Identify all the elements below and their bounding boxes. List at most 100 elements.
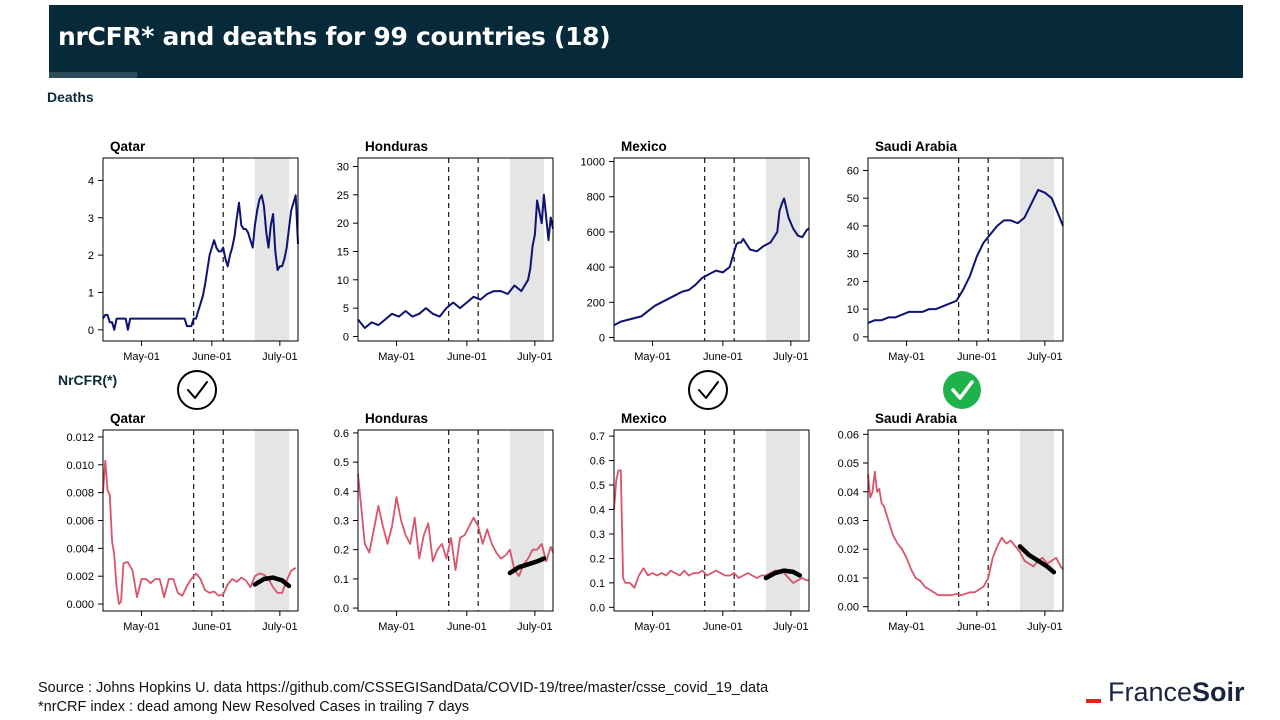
deaths-line — [867, 188, 1064, 324]
x-tick-label: June-01 — [957, 351, 997, 363]
y-tick-label: 0.7 — [590, 431, 605, 443]
x-tick-label: July-01 — [1027, 351, 1062, 363]
x-tick-label: June-01 — [703, 351, 743, 363]
chart-title: Qatar — [110, 411, 146, 426]
y-tick-label: 0 — [88, 325, 94, 337]
x-tick-label: June-01 — [447, 621, 487, 633]
title-accent-bar — [49, 72, 137, 78]
y-tick-label: 30 — [847, 249, 859, 261]
y-tick-label: 0.6 — [590, 456, 605, 468]
trend-fit-line — [763, 568, 803, 581]
shaded-window — [254, 158, 289, 341]
y-tick-label: 20 — [847, 276, 859, 288]
chart-deaths-honduras: Honduras 0 5 10 15 20 25 30 May-01 June-01 July-01 — [337, 139, 554, 363]
logo-text-soir: Soir — [1192, 677, 1245, 707]
y-tick-label: 50 — [847, 193, 859, 205]
y-tick-label: 800 — [587, 192, 605, 204]
deaths-line — [357, 193, 554, 329]
chart-deaths-mexico: Mexico 0 200 400 600 800 1000 May-01 June-01 July… — [581, 139, 810, 363]
check-circle-icon — [688, 370, 728, 410]
y-tick-label: 0.3 — [334, 516, 349, 528]
logo-dash — [1086, 699, 1101, 703]
y-tick-label: 0.5 — [590, 480, 605, 492]
chart-nrcfr-mexico: Mexico 0.0 0.1 0.2 0.3 0.4 0.5 0.6 0.7 May-01 June… — [590, 411, 810, 633]
y-tick-label: 200 — [587, 297, 605, 309]
y-tick-label: 0.5 — [334, 457, 349, 469]
x-tick-label: May-01 — [888, 351, 925, 363]
plot-frame — [357, 157, 554, 342]
y-tick-label: 0.4 — [334, 486, 349, 498]
y-tick-label: 0 — [853, 332, 859, 344]
chart-title: Mexico — [621, 139, 667, 154]
y-tick-label: 0.0 — [590, 602, 605, 614]
y-tick-label: 25 — [337, 190, 349, 202]
y-tick-label: 60 — [847, 165, 859, 177]
x-tick-label: July-01 — [517, 351, 552, 363]
x-tick-label: July-01 — [262, 621, 297, 633]
y-tick-label: 0.04 — [838, 487, 859, 499]
shaded-window — [1019, 158, 1054, 341]
nrcfr-definition-note: *nrCRF index : dead among New Resolved C… — [38, 699, 470, 715]
y-tick-label: 1000 — [581, 157, 605, 169]
x-tick-label: July-01 — [262, 351, 297, 363]
chart-nrcfr-qatar: Qatar 0.000 0.002 0.004 0.006 0.008 0.010 0.012… — [66, 411, 299, 633]
x-tick-label: May-01 — [378, 621, 415, 633]
trend-fit-line — [1017, 544, 1057, 575]
shaded-window — [765, 430, 800, 611]
y-tick-label: 2 — [88, 250, 94, 262]
y-tick-label: 0.6 — [334, 428, 349, 440]
y-tick-label: 5 — [343, 303, 349, 315]
plot-frame — [867, 157, 1064, 342]
chart-deaths-saudi-arabia: Saudi Arabia 0 10 20 30 40 50 60 May-01 June-01 Ju… — [847, 139, 1064, 363]
y-tick-label: 0.002 — [66, 571, 94, 583]
y-tick-label: 0.00 — [838, 602, 859, 614]
shaded-window — [765, 158, 800, 341]
y-tick-label: 3 — [88, 213, 94, 225]
chart-title: Saudi Arabia — [875, 411, 958, 426]
y-tick-label: 0.010 — [66, 460, 94, 472]
x-tick-label: July-01 — [1027, 621, 1062, 633]
y-tick-label: 0.3 — [590, 529, 605, 541]
y-tick-label: 0.02 — [838, 544, 859, 556]
y-tick-label: 0.05 — [838, 458, 859, 470]
y-tick-label: 0.03 — [838, 516, 859, 528]
y-tick-label: 0.000 — [66, 599, 94, 611]
source-note: Source : Johns Hopkins U. data https://g… — [38, 680, 769, 696]
x-tick-label: May-01 — [123, 351, 160, 363]
y-tick-label: 40 — [847, 221, 859, 233]
nrcfr-section-label: NrCFR(*) — [58, 372, 118, 388]
x-tick-label: July-01 — [517, 621, 552, 633]
x-tick-label: June-01 — [447, 351, 487, 363]
x-tick-label: June-01 — [192, 351, 232, 363]
chart-nrcfr-saudi-arabia: Saudi Arabia 0.00 0.01 0.02 0.03 0.04 0.05 0.06… — [838, 411, 1064, 633]
check-circle-icon — [177, 370, 217, 410]
y-tick-label: 0.2 — [334, 545, 349, 557]
plot-frame — [613, 429, 810, 612]
y-tick-label: 0.01 — [838, 573, 859, 585]
deaths-line — [613, 197, 810, 327]
y-tick-label: 10 — [847, 304, 859, 316]
y-tick-label: 0.0 — [334, 603, 349, 615]
y-tick-label: 0 — [599, 332, 605, 344]
deaths-section-label: Deaths — [47, 89, 94, 105]
page-title: nrCFR* and deaths for 99 countries (18) — [58, 22, 611, 51]
y-tick-label: 0 — [343, 331, 349, 343]
y-tick-label: 10 — [337, 275, 349, 287]
y-tick-label: 1 — [88, 287, 94, 299]
x-tick-label: May-01 — [378, 351, 415, 363]
y-tick-label: 4 — [88, 175, 94, 187]
y-tick-label: 0.4 — [590, 504, 605, 516]
y-tick-label: 30 — [337, 161, 349, 173]
trend-fit-line — [252, 575, 292, 589]
x-tick-label: July-01 — [773, 351, 808, 363]
nrcfr-line — [867, 470, 1064, 597]
x-tick-label: July-01 — [773, 621, 808, 633]
check-circle-filled-icon — [943, 371, 981, 409]
chart-deaths-qatar: Qatar 0 1 2 3 4 May-01 June-01 July-01 — [88, 139, 299, 363]
chart-title: Saudi Arabia — [875, 139, 958, 154]
trend-fit-line — [507, 556, 547, 576]
nrcfr-line — [102, 459, 297, 605]
plot-frame — [613, 157, 810, 342]
y-tick-label: 0.006 — [66, 516, 94, 528]
y-tick-label: 0.2 — [590, 553, 605, 565]
